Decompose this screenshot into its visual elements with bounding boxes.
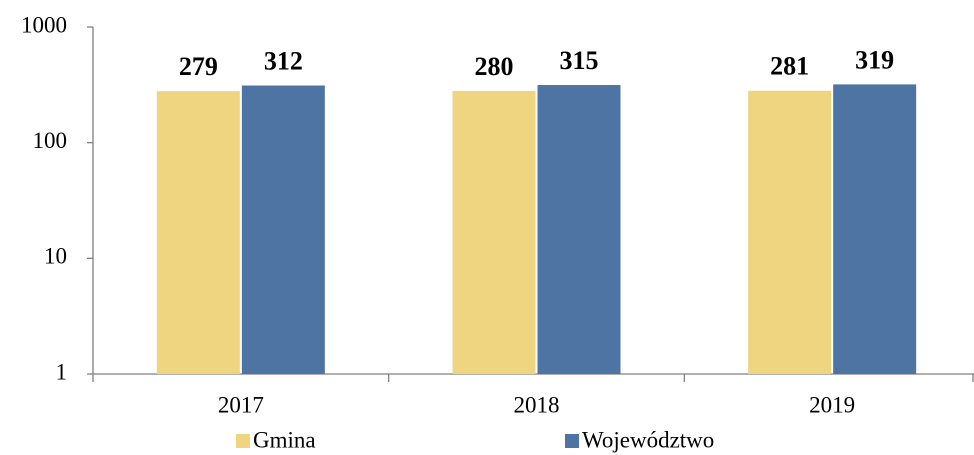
x-tick-label: 2017 bbox=[218, 392, 264, 417]
bar bbox=[537, 85, 621, 374]
bar bbox=[833, 84, 917, 375]
x-tick-label: 2019 bbox=[809, 392, 855, 417]
legend-label: Województwo bbox=[582, 427, 714, 452]
bar bbox=[241, 85, 325, 374]
value-label: 312 bbox=[264, 46, 303, 75]
value-label: 280 bbox=[475, 52, 514, 81]
value-label: 315 bbox=[560, 46, 599, 75]
bar bbox=[452, 90, 536, 375]
y-tick-label: 100 bbox=[33, 128, 68, 153]
y-tick-label: 1 bbox=[56, 359, 68, 384]
legend-swatch bbox=[236, 434, 250, 448]
y-tick-label: 1000 bbox=[21, 12, 67, 37]
bar bbox=[156, 91, 240, 374]
value-label: 279 bbox=[179, 52, 218, 81]
x-tick-label: 2018 bbox=[514, 392, 560, 417]
y-tick-label: 10 bbox=[44, 244, 67, 269]
value-label: 281 bbox=[770, 52, 809, 81]
legend-label: Gmina bbox=[253, 427, 316, 452]
legend-swatch bbox=[565, 434, 579, 448]
bar bbox=[748, 90, 832, 375]
value-label: 319 bbox=[855, 45, 894, 74]
